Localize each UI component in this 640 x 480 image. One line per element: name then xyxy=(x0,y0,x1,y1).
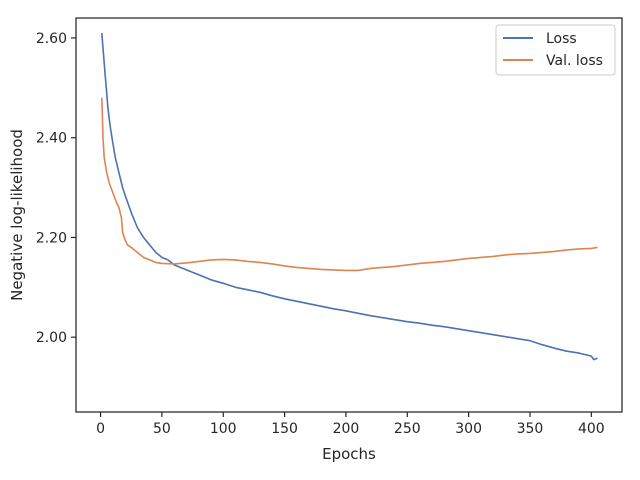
y-axis-ticks: 2.00 2.20 2.40 2.60 xyxy=(36,31,76,346)
x-tick-label: 200 xyxy=(333,421,360,437)
series-line-loss xyxy=(101,32,598,361)
x-tick-label: 300 xyxy=(455,421,482,437)
x-tick-label: 50 xyxy=(153,421,171,437)
x-tick-label: 350 xyxy=(517,421,544,437)
x-tick-label: 400 xyxy=(578,421,605,437)
y-tick-label: 2.00 xyxy=(36,330,67,346)
x-tick-label: 0 xyxy=(96,421,105,437)
x-axis-label: Epochs xyxy=(322,445,376,463)
x-tick-label: 250 xyxy=(394,421,421,437)
x-tick-label: 150 xyxy=(271,421,298,437)
y-tick-label: 2.60 xyxy=(36,31,67,47)
x-tick-label: 100 xyxy=(210,421,237,437)
legend: Loss Val. loss xyxy=(495,24,616,76)
series-line-val-loss xyxy=(101,97,598,272)
x-axis-ticks: 0 50 100 150 200 250 300 350 400 xyxy=(96,412,605,437)
plot-frame xyxy=(75,17,623,413)
legend-label-val-loss: Val. loss xyxy=(546,53,603,69)
plot-background xyxy=(76,18,622,412)
legend-label-loss: Loss xyxy=(546,31,577,47)
y-tick-label: 2.20 xyxy=(36,230,67,246)
y-tick-label: 2.40 xyxy=(36,131,67,147)
y-axis-label: Negative log-likelihood xyxy=(8,129,26,301)
series-layer xyxy=(101,32,598,361)
